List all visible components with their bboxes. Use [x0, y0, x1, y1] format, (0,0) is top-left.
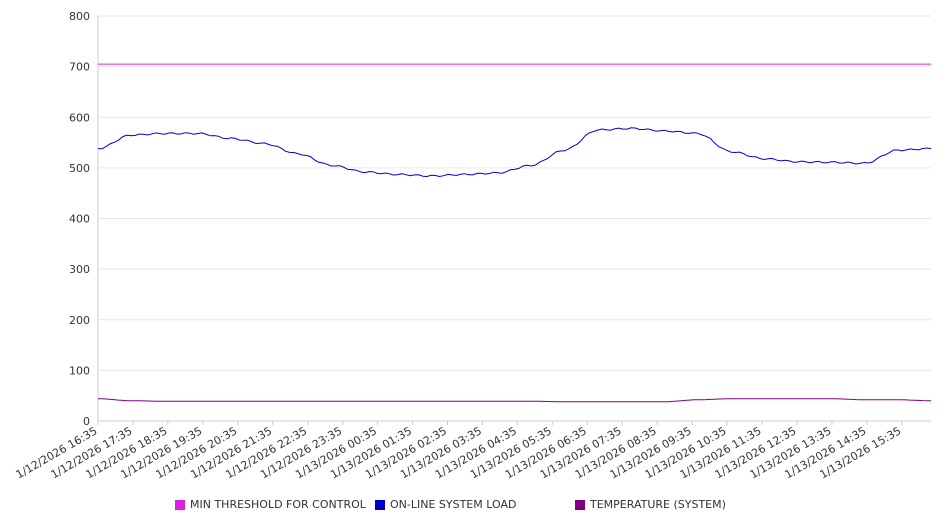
y-tick-label: 800	[69, 10, 90, 23]
y-tick-label: 600	[69, 111, 90, 124]
legend-swatch-min-threshold	[175, 499, 185, 510]
legend-swatch-temperature	[575, 499, 585, 510]
gridlines	[98, 15, 931, 371]
series-lines	[97, 63, 932, 403]
y-tick-label: 100	[69, 364, 90, 377]
legend-label-system-load: ON-LINE SYSTEM LOAD	[390, 498, 517, 511]
y-tick-label: 300	[69, 263, 90, 276]
legend: MIN THRESHOLD FOR CONTROL ON-LINE SYSTEM…	[0, 498, 946, 518]
legend-item-system-load[interactable]: ON-LINE SYSTEM LOAD	[375, 498, 516, 511]
series-line-2	[97, 398, 932, 403]
y-tick-label: 400	[69, 213, 90, 226]
y-tick-labels: 0 100 200 300 400 500 600 700 800	[69, 10, 90, 428]
series-line-1	[97, 127, 932, 178]
legend-label-temperature: TEMPERATURE (SYSTEM)	[590, 498, 726, 511]
legend-item-temperature[interactable]: TEMPERATURE (SYSTEM)	[575, 498, 726, 511]
legend-swatch-system-load	[375, 499, 385, 510]
y-tick-label: 700	[69, 61, 90, 74]
y-tick-label: 500	[69, 162, 90, 175]
axes	[97, 16, 931, 425]
legend-item-min-threshold[interactable]: MIN THRESHOLD FOR CONTROL	[175, 498, 366, 511]
x-tick-labels: 1/12/2026 16:351/12/2026 17:351/12/2026 …	[14, 424, 904, 481]
y-tick-label: 0	[83, 415, 90, 428]
y-tick-label: 200	[69, 314, 90, 327]
legend-label-min-threshold: MIN THRESHOLD FOR CONTROL	[190, 498, 366, 511]
